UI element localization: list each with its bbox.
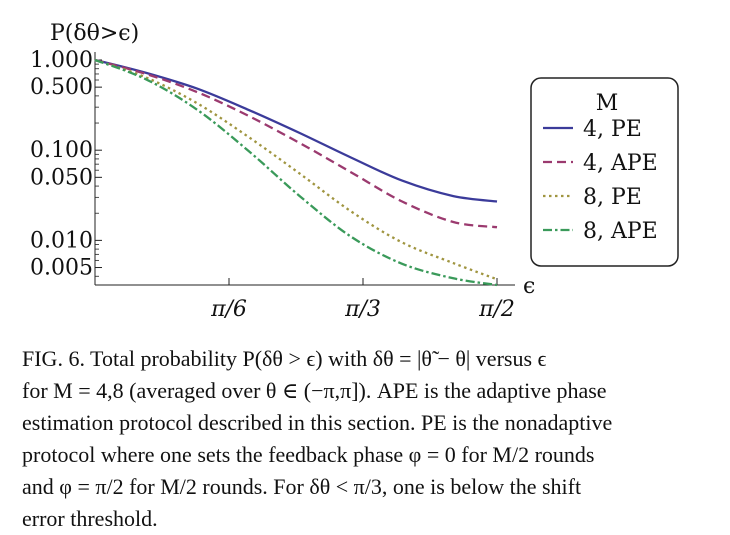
series-line-1 <box>94 58 498 203</box>
y-tick-label: 0.500 <box>30 75 93 100</box>
series-line-3 <box>94 58 498 281</box>
legend-label-1: 4, PE <box>583 117 642 142</box>
x-tick-label: π/2 <box>478 297 515 322</box>
y-tick-label: 0.050 <box>30 165 93 190</box>
x-ticks: π/6 π/3 π/2 <box>210 278 515 322</box>
legend: M 4, PE 4, APE 8, PE 8, APE <box>530 77 679 267</box>
caption-line: error threshold. <box>22 506 158 531</box>
series-line-4 <box>94 58 498 287</box>
caption-line: protocol where one sets the feedback pha… <box>22 442 595 467</box>
axes <box>94 52 515 286</box>
legend-label-3: 8, PE <box>583 185 642 210</box>
x-tick-label: π/3 <box>344 297 381 322</box>
legend-label-2: 4, APE <box>583 151 658 176</box>
caption-line: FIG. 6. Total probability P(δθ > ϵ) with… <box>22 346 547 371</box>
y-tick-label: 0.010 <box>30 228 93 253</box>
caption-line: for M = 4,8 (averaged over θ ∈ (−π,π]). … <box>22 378 607 403</box>
caption-line: estimation protocol described in this se… <box>22 410 613 435</box>
series-line-2 <box>94 58 498 229</box>
y-tick-label: 1.000 <box>30 48 93 73</box>
y-axis-label: P(δθ>ϵ) <box>50 21 139 46</box>
caption-line: and φ = π/2 for M/2 rounds. For δθ < π/3… <box>22 474 582 499</box>
legend-label-4: 8, APE <box>583 219 658 244</box>
legend-box <box>530 77 679 267</box>
x-tick-label: π/6 <box>210 297 247 322</box>
series-lines <box>94 58 498 287</box>
x-axis-label: ϵ <box>523 274 535 299</box>
y-tick-label: 0.005 <box>30 256 93 281</box>
legend-title: M <box>596 91 619 116</box>
legend-items: 4, PE 4, APE 8, PE 8, APE <box>543 117 658 244</box>
figure-caption: FIG. 6. Total probability P(δθ > ϵ) with… <box>22 343 712 535</box>
y-tick-label: 0.100 <box>30 138 93 163</box>
